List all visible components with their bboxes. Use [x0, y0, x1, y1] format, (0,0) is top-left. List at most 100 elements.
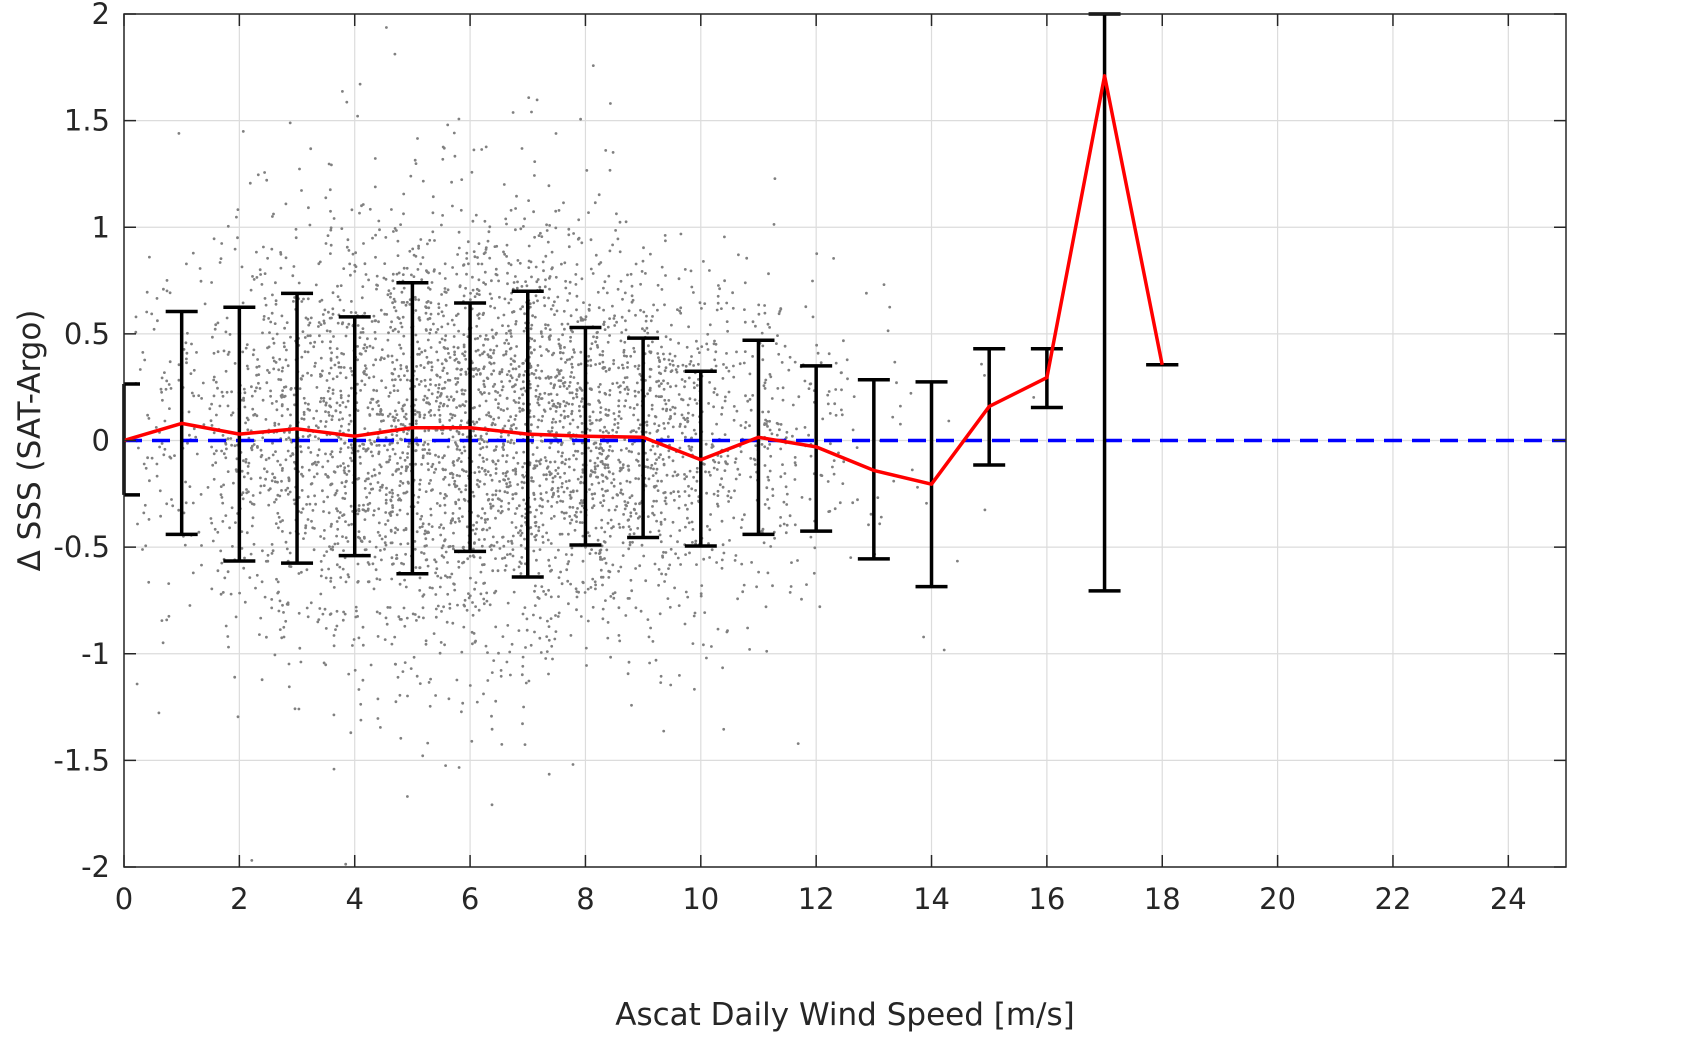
scatter-point	[560, 262, 563, 266]
scatter-point	[603, 425, 606, 429]
scatter-point	[685, 345, 689, 349]
scatter-point	[416, 443, 420, 447]
scatter-point	[755, 585, 758, 589]
scatter-point	[264, 477, 267, 481]
scatter-point	[455, 447, 459, 451]
scatter-point	[748, 398, 752, 401]
scatter-point	[775, 433, 779, 437]
scatter-point	[639, 308, 642, 312]
scatter-point	[698, 301, 702, 305]
scatter-point	[509, 427, 513, 431]
scatter-point	[389, 325, 392, 329]
scatter-point	[506, 491, 509, 494]
scatter-point	[721, 377, 725, 380]
scatter-point	[724, 460, 727, 463]
scatter-point	[329, 525, 333, 528]
scatter-point	[368, 438, 372, 442]
scatter-point	[537, 234, 541, 238]
scatter-point	[503, 341, 507, 345]
scatter-point	[478, 353, 482, 357]
scatter-point	[198, 267, 202, 270]
scatter-point	[275, 577, 278, 581]
scatter-point	[777, 352, 781, 356]
scatter-point	[384, 511, 388, 514]
scatter-point	[415, 674, 419, 678]
scatter-point	[277, 422, 281, 426]
scatter-point	[354, 311, 358, 314]
scatter-point	[332, 217, 336, 220]
scatter-point	[262, 315, 266, 318]
scatter-point	[514, 426, 518, 430]
scatter-point	[710, 443, 714, 446]
scatter-point	[646, 465, 650, 469]
scatter-point	[514, 275, 517, 278]
x-tick-label: 24	[1490, 882, 1527, 916]
scatter-point	[611, 449, 614, 453]
scatter-point	[508, 650, 512, 654]
scatter-point	[428, 586, 432, 589]
scatter-point	[252, 542, 256, 546]
scatter-point	[404, 528, 408, 531]
scatter-point	[559, 379, 563, 383]
scatter-point	[676, 490, 680, 494]
scatter-point	[316, 460, 320, 464]
scatter-point	[734, 457, 738, 461]
scatter-point	[567, 532, 570, 536]
scatter-point	[414, 298, 417, 301]
scatter-point	[365, 495, 368, 499]
scatter-point	[396, 675, 400, 679]
scatter-point	[329, 366, 333, 370]
scatter-point	[568, 493, 572, 497]
scatter-point	[683, 473, 686, 476]
scatter-point	[402, 562, 405, 566]
scatter-point	[603, 466, 607, 470]
scatter-point	[834, 413, 838, 417]
scatter-point	[834, 388, 838, 391]
scatter-point	[634, 477, 638, 480]
scatter-point	[552, 386, 556, 390]
scatter-point	[521, 486, 524, 490]
scatter-point	[615, 381, 619, 385]
scatter-point	[550, 250, 554, 254]
scatter-point	[262, 318, 266, 321]
scatter-point	[165, 379, 169, 383]
scatter-point	[456, 253, 459, 256]
scatter-point	[807, 433, 810, 437]
scatter-point	[515, 194, 518, 198]
scatter-point	[569, 634, 573, 637]
scatter-point	[805, 583, 808, 586]
scatter-point	[445, 494, 448, 498]
scatter-point	[317, 448, 321, 452]
scatter-point	[544, 376, 548, 380]
scatter-point	[455, 406, 458, 409]
scatter-point	[460, 451, 464, 455]
scatter-point	[598, 451, 602, 455]
scatter-point	[658, 360, 662, 363]
scatter-point	[147, 417, 151, 420]
scatter-point	[549, 334, 552, 337]
scatter-point	[363, 364, 367, 367]
scatter-point	[484, 644, 488, 648]
scatter-point	[748, 424, 751, 428]
scatter-point	[313, 365, 317, 368]
scatter-point	[695, 563, 698, 566]
scatter-point	[669, 547, 673, 551]
scatter-point	[639, 609, 643, 613]
scatter-point	[135, 682, 139, 686]
scatter-point	[288, 564, 291, 568]
scatter-point	[746, 626, 749, 630]
scatter-point	[561, 376, 565, 379]
scatter-point	[339, 447, 343, 451]
scatter-point	[303, 401, 307, 405]
scatter-point	[505, 454, 509, 457]
scatter-point	[612, 362, 615, 366]
scatter-point	[544, 657, 548, 660]
scatter-point	[614, 229, 617, 232]
scatter-point	[486, 498, 490, 502]
scatter-point	[704, 470, 707, 474]
scatter-point	[197, 530, 201, 534]
scatter-point	[537, 403, 541, 407]
scatter-point	[431, 230, 435, 234]
scatter-point	[557, 338, 561, 341]
x-tick-label: 12	[798, 882, 835, 916]
